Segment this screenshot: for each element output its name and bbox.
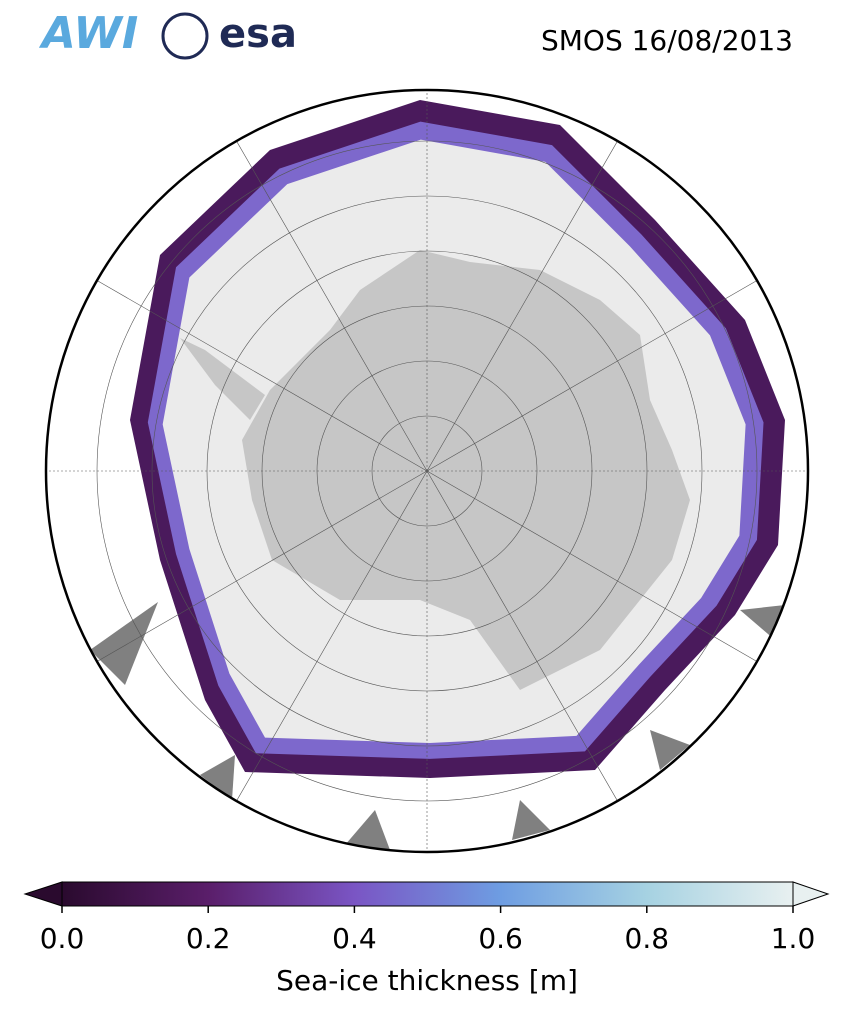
map — [46, 90, 808, 852]
land — [512, 800, 550, 840]
colorbar-extend-high — [792, 881, 830, 907]
continent — [242, 250, 690, 690]
tick-label: 0.2 — [186, 922, 231, 955]
map-frame — [44, 88, 810, 854]
peninsula — [180, 338, 265, 420]
colorbar-label: Sea-ice thickness [m] — [276, 964, 578, 997]
esa-logo: esa — [219, 11, 297, 57]
tick-label: 0.4 — [332, 922, 377, 955]
land — [345, 810, 390, 850]
graticule — [46, 90, 808, 852]
tick-label: 0.0 — [40, 922, 85, 955]
esa-emblem — [161, 12, 209, 60]
tick-label: 0.8 — [625, 922, 670, 955]
tick-label: 0.6 — [478, 922, 523, 955]
land — [200, 755, 235, 800]
colorbar-extend-low — [23, 881, 63, 907]
tick-label: 1.0 — [771, 922, 816, 955]
land — [90, 602, 158, 685]
title: SMOS 16/08/2013 — [541, 24, 793, 57]
colorbar — [61, 881, 794, 907]
awi-logo: AWI — [39, 8, 139, 59]
land — [650, 730, 690, 770]
